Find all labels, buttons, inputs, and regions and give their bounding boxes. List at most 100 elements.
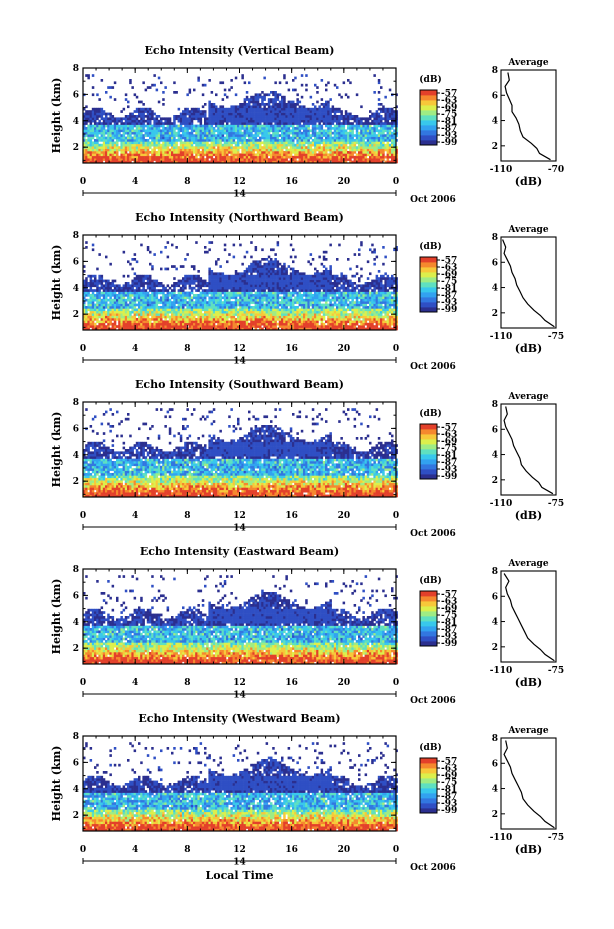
heatmap-cell bbox=[127, 141, 130, 145]
heatmap-cell bbox=[120, 117, 123, 121]
heatmap-cell bbox=[219, 134, 222, 137]
heatmap-cell bbox=[133, 284, 137, 288]
heatmap-cell bbox=[283, 131, 286, 135]
heatmap-cell bbox=[276, 95, 280, 99]
heatmap-cell bbox=[107, 294, 110, 297]
heatmap-cell bbox=[138, 301, 141, 304]
heatmap-cell bbox=[234, 270, 238, 273]
heatmap-cell bbox=[254, 153, 258, 157]
heatmap-cell bbox=[239, 124, 242, 128]
heatmap-cell bbox=[318, 148, 321, 152]
heatmap-cell bbox=[232, 146, 236, 149]
heatmap-cell bbox=[223, 308, 227, 312]
heatmap-cell bbox=[208, 270, 211, 273]
heatmap-cell bbox=[329, 153, 332, 157]
heatmap-cell bbox=[228, 139, 231, 142]
heatmap-cell bbox=[94, 139, 97, 142]
heatmap-cell bbox=[166, 289, 170, 292]
heatmap-cell bbox=[140, 243, 143, 247]
heatmap-cell bbox=[265, 143, 269, 147]
heatmap-cell bbox=[133, 294, 137, 297]
heatmap-cell bbox=[146, 155, 150, 159]
heatmap-cell bbox=[155, 320, 159, 324]
heatmap-cell bbox=[96, 155, 99, 159]
heatmap-cell bbox=[344, 139, 348, 142]
heatmap-cell bbox=[380, 119, 383, 123]
heatmap-cell bbox=[131, 267, 134, 271]
heatmap-cell bbox=[201, 320, 205, 324]
heatmap-cell bbox=[250, 131, 253, 135]
heatmap-cell bbox=[223, 291, 227, 295]
heatmap-cell bbox=[327, 139, 330, 142]
heatmap-cell bbox=[153, 303, 156, 307]
heatmap-cell bbox=[228, 141, 231, 145]
heatmap-cell bbox=[153, 117, 156, 121]
heatmap-cell bbox=[91, 325, 95, 328]
heatmap-cell bbox=[217, 129, 220, 133]
heatmap-cell bbox=[142, 306, 145, 309]
heatmap-cell bbox=[138, 308, 141, 312]
heatmap-cell bbox=[360, 119, 363, 123]
heatmap-cell bbox=[149, 286, 152, 290]
heatmap-cell bbox=[164, 141, 167, 145]
heatmap-cell bbox=[186, 301, 189, 304]
heatmap-cell bbox=[353, 141, 357, 145]
heatmap-cell bbox=[160, 119, 163, 123]
heatmap-cell bbox=[177, 308, 181, 312]
heatmap-cell bbox=[336, 134, 339, 137]
heatmap-cell bbox=[309, 158, 313, 161]
heatmap-cell bbox=[221, 122, 225, 125]
heatmap-cell bbox=[353, 139, 357, 142]
heatmap-cell bbox=[289, 119, 293, 123]
heatmap-cell bbox=[248, 303, 251, 307]
heatmap-cell bbox=[283, 115, 286, 118]
heatmap-cell bbox=[349, 151, 352, 154]
heatmap-cell bbox=[105, 286, 108, 290]
heatmap-cell bbox=[344, 122, 348, 125]
heatmap-cell bbox=[237, 112, 240, 116]
heatmap-cell bbox=[360, 153, 363, 157]
heatmap-cell bbox=[322, 131, 326, 135]
heatmap-cell bbox=[122, 325, 126, 328]
heatmap-cell bbox=[113, 146, 117, 149]
heatmap-cell bbox=[221, 134, 225, 137]
heatmap-cell bbox=[245, 303, 249, 307]
heatmap-cell bbox=[248, 115, 251, 118]
heatmap-cell bbox=[388, 122, 392, 125]
heatmap-cell bbox=[322, 155, 326, 159]
heatmap-cell bbox=[204, 301, 207, 304]
heatmap-cell bbox=[219, 325, 222, 328]
heatmap-cell bbox=[94, 318, 97, 321]
heatmap-cell bbox=[83, 282, 86, 285]
heatmap-cell bbox=[96, 327, 99, 331]
heatmap-cell bbox=[331, 105, 335, 109]
heatmap-cell bbox=[263, 153, 266, 157]
heatmap-cell bbox=[94, 306, 97, 309]
heatmap-cell bbox=[107, 119, 110, 123]
heatmap-cell bbox=[160, 320, 163, 324]
heatmap-cell bbox=[347, 141, 350, 145]
heatmap-cell bbox=[276, 136, 280, 140]
heatmap-cell bbox=[107, 315, 110, 319]
heatmap-cell bbox=[94, 127, 97, 130]
heatmap-cell bbox=[171, 303, 174, 307]
heatmap-cell bbox=[162, 315, 165, 319]
heatmap-cell bbox=[314, 141, 317, 145]
heatmap-cell bbox=[340, 117, 343, 121]
heatmap-cell bbox=[226, 327, 229, 331]
heatmap-cell bbox=[298, 158, 302, 161]
heatmap-cell bbox=[195, 294, 198, 297]
heatmap-cell bbox=[243, 151, 247, 154]
heatmap-cell bbox=[122, 310, 126, 314]
heatmap-cell bbox=[241, 143, 244, 147]
heatmap-cell bbox=[309, 160, 313, 164]
heatmap-cell bbox=[175, 160, 178, 164]
heatmap-cell bbox=[140, 112, 143, 116]
heatmap-cell bbox=[199, 322, 203, 326]
heatmap-cell bbox=[241, 296, 244, 300]
heatmap-cell bbox=[248, 136, 251, 140]
heatmap-cell bbox=[377, 79, 381, 82]
heatmap-cell bbox=[300, 146, 304, 149]
heatmap-cell bbox=[237, 284, 240, 288]
heatmap-cell bbox=[243, 127, 247, 130]
